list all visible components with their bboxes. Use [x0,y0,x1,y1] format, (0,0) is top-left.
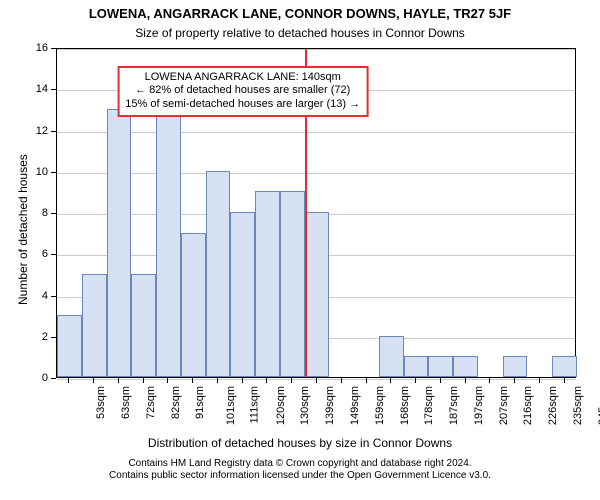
x-tick-label: 216sqm [522,386,534,425]
x-tick-mark [366,378,367,383]
x-tick-label: 178sqm [423,386,435,425]
bar [280,191,305,377]
grid-line [57,49,575,50]
x-tick-label: 72sqm [145,386,157,419]
bar [181,233,206,377]
chart-title-main: LOWENA, ANGARRACK LANE, CONNOR DOWNS, HA… [0,6,600,21]
bar [404,356,429,377]
x-tick-mark [564,378,565,383]
x-tick-mark [316,378,317,383]
bar [156,109,181,377]
callout-box: LOWENA ANGARRACK LANE: 140sqm← 82% of de… [117,66,368,117]
bar [131,274,156,377]
x-tick-label: 82sqm [170,386,182,419]
bar [552,356,577,377]
x-tick-label: 149sqm [349,386,361,425]
attribution-line: Contains public sector information licen… [0,470,600,482]
x-tick-label: 91sqm [194,386,206,419]
y-tick-mark [51,48,56,49]
x-tick-mark [415,378,416,383]
attribution-text: Contains HM Land Registry data © Crown c… [0,458,600,482]
bar [57,315,82,377]
bar [428,356,453,377]
x-tick-label: 63sqm [120,386,132,419]
x-tick-mark [143,378,144,383]
x-tick-label: 53sqm [95,386,107,419]
x-tick-mark [68,378,69,383]
y-tick-label: 6 [0,248,48,260]
x-tick-mark [539,378,540,383]
attribution-line: Contains HM Land Registry data © Crown c… [0,458,600,470]
x-tick-mark [93,378,94,383]
x-tick-mark [266,378,267,383]
y-tick-label: 10 [0,166,48,178]
y-tick-label: 2 [0,331,48,343]
y-tick-mark [51,378,56,379]
x-tick-label: 235sqm [572,386,584,425]
bar [503,356,528,377]
y-tick-label: 4 [0,290,48,302]
x-tick-mark [167,378,168,383]
x-tick-mark [489,378,490,383]
x-axis-label: Distribution of detached houses by size … [0,436,600,450]
y-tick-label: 16 [0,42,48,54]
x-tick-mark [341,378,342,383]
y-tick-label: 12 [0,125,48,137]
bar [305,212,330,377]
y-tick-mark [51,296,56,297]
histogram-chart: LOWENA, ANGARRACK LANE, CONNOR DOWNS, HA… [0,0,600,500]
x-tick-label: 226sqm [547,386,559,425]
grid-line [57,132,575,133]
x-tick-label: 120sqm [275,386,287,425]
y-tick-label: 0 [0,372,48,384]
x-tick-mark [192,378,193,383]
y-tick-label: 8 [0,207,48,219]
y-tick-mark [51,172,56,173]
y-tick-mark [51,131,56,132]
callout-line: 15% of semi-detached houses are larger (… [125,98,360,112]
x-tick-label: 159sqm [374,386,386,425]
x-tick-label: 101sqm [225,386,237,425]
y-tick-mark [51,213,56,214]
x-tick-label: 139sqm [324,386,336,425]
x-tick-mark [465,378,466,383]
grid-line [57,173,575,174]
bar [107,109,132,377]
x-tick-mark [291,378,292,383]
x-tick-label: 207sqm [498,386,510,425]
y-tick-mark [51,89,56,90]
x-tick-mark [217,378,218,383]
callout-line: ← 82% of detached houses are smaller (72… [125,84,360,98]
x-tick-label: 130sqm [300,386,312,425]
bar [379,336,404,377]
chart-title-sub: Size of property relative to detached ho… [0,26,600,40]
callout-line: LOWENA ANGARRACK LANE: 140sqm [125,71,360,85]
x-tick-mark [118,378,119,383]
bar [206,171,231,377]
x-tick-mark [242,378,243,383]
y-tick-mark [51,337,56,338]
bar [255,191,280,377]
plot-area: LOWENA ANGARRACK LANE: 140sqm← 82% of de… [56,48,576,378]
bar [230,212,255,377]
x-tick-label: 111sqm [248,386,260,424]
x-tick-mark [440,378,441,383]
bar [453,356,478,377]
y-tick-mark [51,254,56,255]
y-tick-label: 14 [0,83,48,95]
x-tick-label: 187sqm [448,386,460,425]
bar [82,274,107,377]
x-tick-label: 168sqm [399,386,411,425]
x-tick-mark [514,378,515,383]
x-tick-mark [390,378,391,383]
x-tick-label: 197sqm [473,386,485,425]
